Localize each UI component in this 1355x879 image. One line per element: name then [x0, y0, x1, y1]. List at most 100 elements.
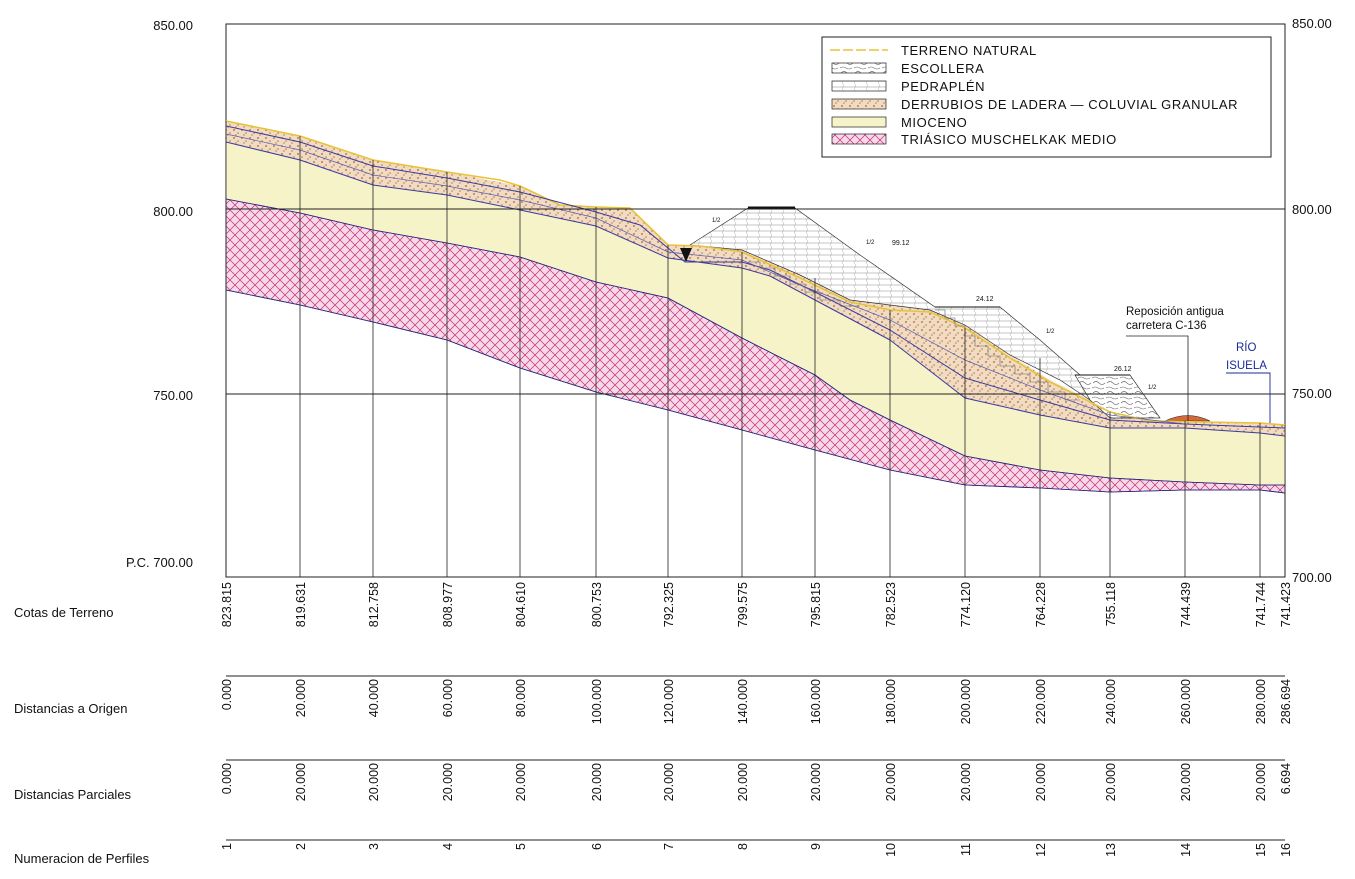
river-annotation: RÍO ISUELA — [1226, 341, 1271, 423]
legend-swatch-pedraplen — [831, 80, 887, 92]
origen-value-16: 286.694 — [1279, 679, 1293, 724]
perfiles-value-16: 16 — [1279, 843, 1293, 857]
origen-value-14: 260.000 — [1179, 679, 1193, 724]
origen-value-3: 40.000 — [367, 679, 381, 717]
parciales-value-4: 20.000 — [441, 763, 455, 801]
river-label-line2: ISUELA — [1226, 360, 1267, 372]
station-lines — [225, 121, 1286, 577]
perfiles-value-2: 2 — [294, 843, 308, 850]
parciales-value-1: 0.000 — [220, 763, 234, 794]
elev-right-850: 850.00 — [1292, 16, 1332, 31]
origen-value-1: 0.000 — [220, 679, 234, 710]
legend-swatch-escollera — [831, 62, 887, 74]
parciales-value-15: 20.000 — [1254, 763, 1268, 801]
svg-text:1/2: 1/2 — [1148, 385, 1157, 391]
legend-label-mioceno: MIOCENO — [901, 115, 967, 130]
perfiles-value-3: 3 — [367, 843, 381, 850]
origen-value-15: 280.000 — [1254, 679, 1268, 724]
table-values: 823.815 819.631 812.758 808.977 804.610 800.7… — [220, 582, 1293, 857]
parciales-value-6: 20.000 — [590, 763, 604, 801]
legend-label-triasico: TRIÁSICO MUSCHELKAK MEDIO — [901, 132, 1117, 147]
elevation-labels-left: 850.00 800.00 750.00 P.C. 700.00 — [126, 18, 193, 570]
perfiles-value-15: 15 — [1254, 843, 1268, 857]
perfiles-value-12: 12 — [1034, 843, 1048, 857]
elev-right-700: 700.00 — [1292, 570, 1332, 585]
parciales-value-7: 20.000 — [662, 763, 676, 801]
geology-layers — [225, 121, 1286, 494]
origen-value-9: 160.000 — [809, 679, 823, 724]
cotas-value-14: 744.439 — [1179, 582, 1193, 627]
origen-value-7: 120.000 — [662, 679, 676, 724]
perfiles-value-14: 14 — [1179, 843, 1193, 857]
parciales-value-16: 6.694 — [1279, 763, 1293, 794]
parciales-value-3: 20.000 — [367, 763, 381, 801]
mark-label-1: 99.12 — [892, 240, 910, 247]
cotas-value-4: 808.977 — [441, 582, 455, 627]
origen-value-10: 180.000 — [884, 679, 898, 724]
legend-label-escollera: ESCOLLERA — [901, 61, 984, 76]
cotas-value-2: 819.631 — [294, 582, 308, 627]
cotas-value-9: 795.815 — [809, 582, 823, 627]
origen-value-13: 240.000 — [1104, 679, 1118, 724]
perfiles-value-7: 7 — [662, 843, 676, 850]
cotas-value-10: 782.523 — [884, 582, 898, 627]
cotas-value-6: 800.753 — [590, 582, 604, 627]
mark-label-3: 26.12 — [1114, 366, 1132, 373]
cotas-value-15: 741.744 — [1254, 582, 1268, 627]
svg-text:1/2: 1/2 — [1046, 329, 1055, 335]
legend-label-terreno: TERRENO NATURAL — [901, 43, 1037, 58]
legend-swatch-triasico — [831, 133, 887, 145]
elevation-labels-right: 850.00 800.00 750.00 700.00 — [1292, 16, 1332, 585]
perfiles-value-1: 1 — [220, 843, 234, 850]
slope-markers: 1/2 1/2 1/2 1/2 99.12 24.12 26.12 — [680, 218, 1157, 391]
perfiles-value-8: 8 — [736, 843, 750, 850]
legend-swatch-derrubios — [831, 98, 887, 110]
origen-value-8: 140.000 — [736, 679, 750, 724]
svg-text:1/2: 1/2 — [712, 218, 721, 224]
origen-value-2: 20.000 — [294, 679, 308, 717]
parciales-value-2: 20.000 — [294, 763, 308, 801]
parciales-value-14: 20.000 — [1179, 763, 1193, 801]
derrubios-layer — [226, 121, 1285, 436]
parciales-value-13: 20.000 — [1104, 763, 1118, 801]
cotas-value-16: 741.423 — [1279, 582, 1293, 627]
road-annotation: Reposición antigua carretera C-136 — [1126, 306, 1224, 421]
perfiles-value-4: 4 — [441, 843, 455, 850]
elev-left-800: 800.00 — [153, 204, 193, 219]
elevation-gridlines — [226, 208, 1285, 395]
road-label-line2: carretera C-136 — [1126, 320, 1207, 332]
perfiles-value-9: 9 — [809, 843, 823, 850]
row-label-origen: Distancias a Origen — [14, 701, 127, 716]
parciales-value-12: 20.000 — [1034, 763, 1048, 801]
perfiles-value-5: 5 — [514, 843, 528, 850]
cotas-value-13: 755.118 — [1104, 582, 1118, 626]
cotas-value-7: 792.325 — [662, 582, 676, 627]
mark-label-2: 24.12 — [976, 296, 994, 303]
row-label-parciales: Distancias Parciales — [14, 787, 132, 802]
parciales-value-5: 20.000 — [514, 763, 528, 801]
origen-value-12: 220.000 — [1034, 679, 1048, 724]
cotas-value-8: 799.575 — [736, 582, 750, 627]
legend-label-pedraplen: PEDRAPLÉN — [901, 79, 985, 94]
legend-label-derrubios: DERRUBIOS DE LADERA — COLUVIAL GRANULAR — [901, 97, 1238, 112]
origen-value-4: 60.000 — [441, 679, 455, 717]
origen-value-11: 200.000 — [959, 679, 973, 724]
road-mound — [1164, 415, 1211, 422]
origen-value-5: 80.000 — [514, 679, 528, 717]
cotas-value-3: 812.758 — [367, 582, 381, 627]
road-label-line1: Reposición antigua — [1126, 306, 1224, 318]
profile-table: Cotas de Terreno Distancias a Origen Dis… — [14, 582, 1293, 866]
cotas-value-12: 764.228 — [1034, 582, 1048, 627]
river-label-line1: RÍO — [1236, 341, 1257, 354]
parciales-value-9: 20.000 — [809, 763, 823, 801]
perfiles-value-10: 10 — [884, 843, 898, 857]
perfiles-value-11: 11 — [959, 843, 973, 856]
parciales-value-11: 20.000 — [959, 763, 973, 801]
mioceno-layer — [226, 142, 1285, 485]
legend: TERRENO NATURAL ESCOLLERA PEDRAPLÉN DERR… — [821, 36, 1272, 158]
legend-box — [821, 36, 1272, 158]
elev-left-850: 850.00 — [153, 18, 193, 33]
cotas-value-1: 823.815 — [220, 582, 234, 627]
elev-right-750: 750.00 — [1292, 386, 1332, 401]
